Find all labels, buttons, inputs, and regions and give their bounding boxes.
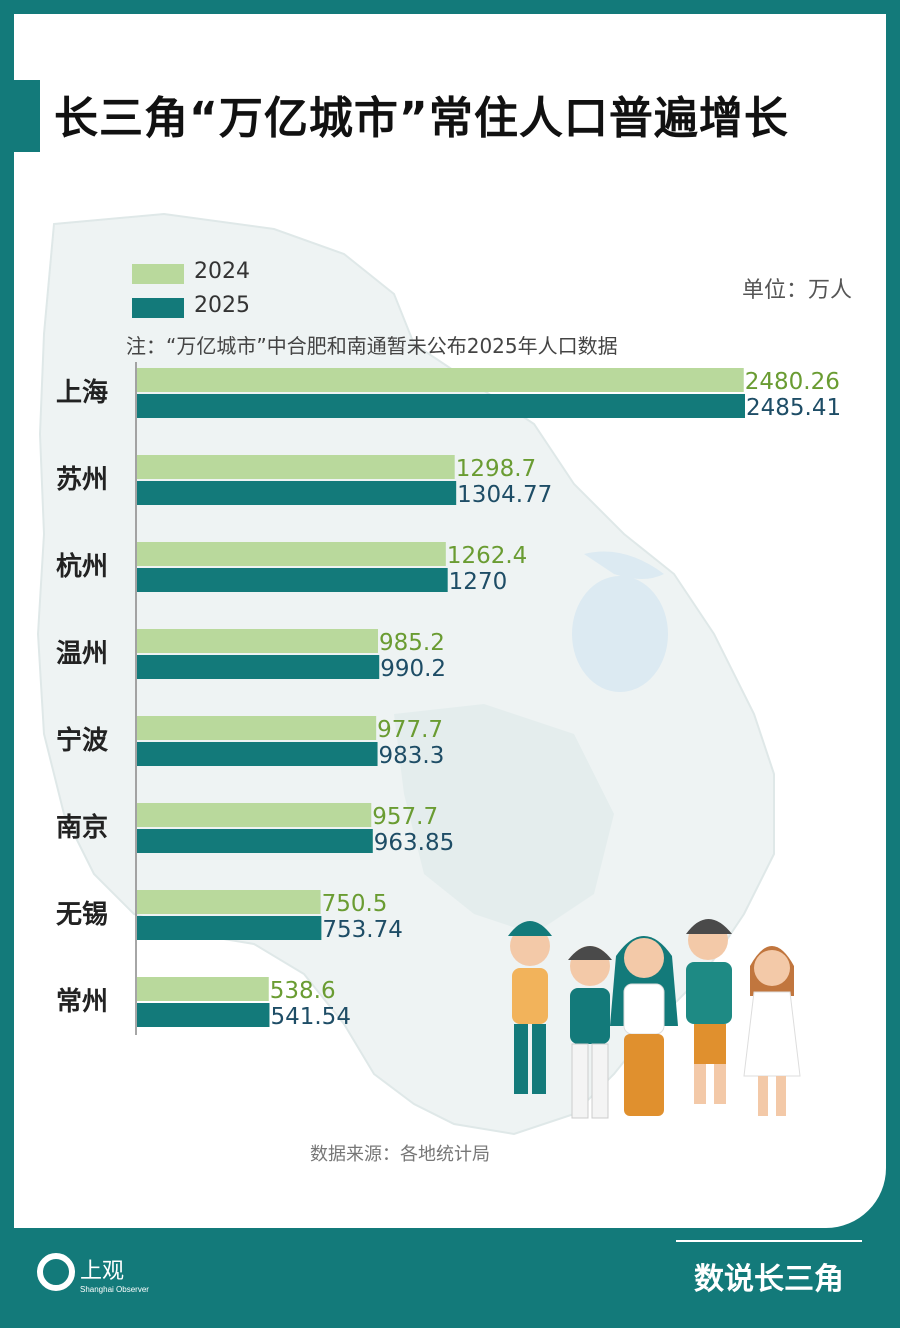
bar-2024: [137, 542, 446, 566]
bar-2025: [137, 481, 457, 505]
logo-subtext: Shanghai Observer: [80, 1285, 149, 1294]
people-illustration: [508, 919, 801, 1119]
category-label: 温州: [56, 639, 108, 669]
bar-2024: [137, 629, 379, 653]
data-label-2025: 753.74: [322, 917, 402, 943]
category-label: 南京: [56, 812, 108, 843]
infographic-card: 长三角“万亿城市”常住人口普遍增长 2024 2025 单位：万人 注：“万亿城…: [14, 14, 886, 1228]
data-label-2024: 1262.4: [447, 543, 527, 569]
data-label-2024: 985.2: [379, 630, 445, 656]
bar-2024: [137, 455, 455, 479]
legend-swatch-2025: [132, 298, 184, 318]
bar-2025: [137, 568, 448, 592]
person-1: [508, 921, 552, 1094]
data-label-2024: 750.5: [322, 891, 388, 917]
category-label: 杭州: [56, 551, 108, 582]
data-label-2025: 963.85: [374, 830, 454, 856]
river-estuary: [584, 551, 664, 579]
chart-note: 注：“万亿城市”中合肥和南通暂未公布2025年人口数据: [126, 334, 618, 358]
page-title: 长三角“万亿城市”常住人口普遍增长: [54, 93, 789, 144]
person-5: [743, 946, 801, 1116]
data-source: 数据来源：各地统计局: [310, 1144, 490, 1165]
person-3: [610, 936, 678, 1116]
title-accent-bar: [14, 80, 40, 152]
bar-2025: [137, 916, 322, 940]
category-label: 上海: [56, 378, 108, 408]
bar-2024: [137, 977, 269, 1001]
taihu-lake: [572, 576, 668, 692]
data-label-2025: 1304.77: [457, 482, 552, 508]
bar-2024: [137, 716, 377, 740]
bar-2025: [137, 829, 373, 853]
footer-divider: [676, 1240, 862, 1242]
logo-mark-icon: 上观 Shanghai Observer: [37, 1253, 149, 1294]
map-region: [394, 704, 614, 934]
shanghai-observer-logo: 上观 Shanghai Observer: [36, 1252, 156, 1300]
legend-label-2025: 2025: [194, 293, 250, 318]
data-label-2025: 541.54: [270, 1004, 350, 1030]
bar-2024: [137, 890, 321, 914]
legend-swatch-2024: [132, 264, 184, 284]
data-label-2024: 538.6: [270, 978, 336, 1004]
category-label: 宁波: [56, 725, 109, 756]
category-label: 苏州: [56, 465, 108, 495]
bar-2025: [137, 1003, 270, 1027]
category-label: 常州: [56, 987, 108, 1017]
data-label-2024: 1298.7: [456, 456, 536, 482]
category-label: 无锡: [56, 900, 108, 930]
bar-2025: [137, 655, 380, 679]
bar-2024: [137, 368, 744, 392]
data-label-2025: 2485.41: [746, 395, 841, 421]
data-label-2024: 2480.26: [745, 369, 840, 395]
data-label-2024: 957.7: [372, 804, 438, 830]
legend-label-2024: 2024: [194, 259, 250, 284]
person-2: [568, 946, 612, 1119]
bar-2025: [137, 742, 378, 766]
person-4: [686, 919, 732, 1104]
data-label-2025: 983.3: [379, 743, 445, 769]
bar-2024: [137, 803, 372, 827]
logo-text: 上观: [80, 1258, 124, 1283]
unit-label: 单位：万人: [741, 278, 852, 303]
bar-2025: [137, 394, 745, 418]
data-label-2024: 977.7: [377, 717, 443, 743]
data-label-2025: 990.2: [380, 656, 446, 682]
data-label-2025: 1270: [449, 569, 508, 595]
footer-brand: 数说长三角: [694, 1262, 844, 1297]
